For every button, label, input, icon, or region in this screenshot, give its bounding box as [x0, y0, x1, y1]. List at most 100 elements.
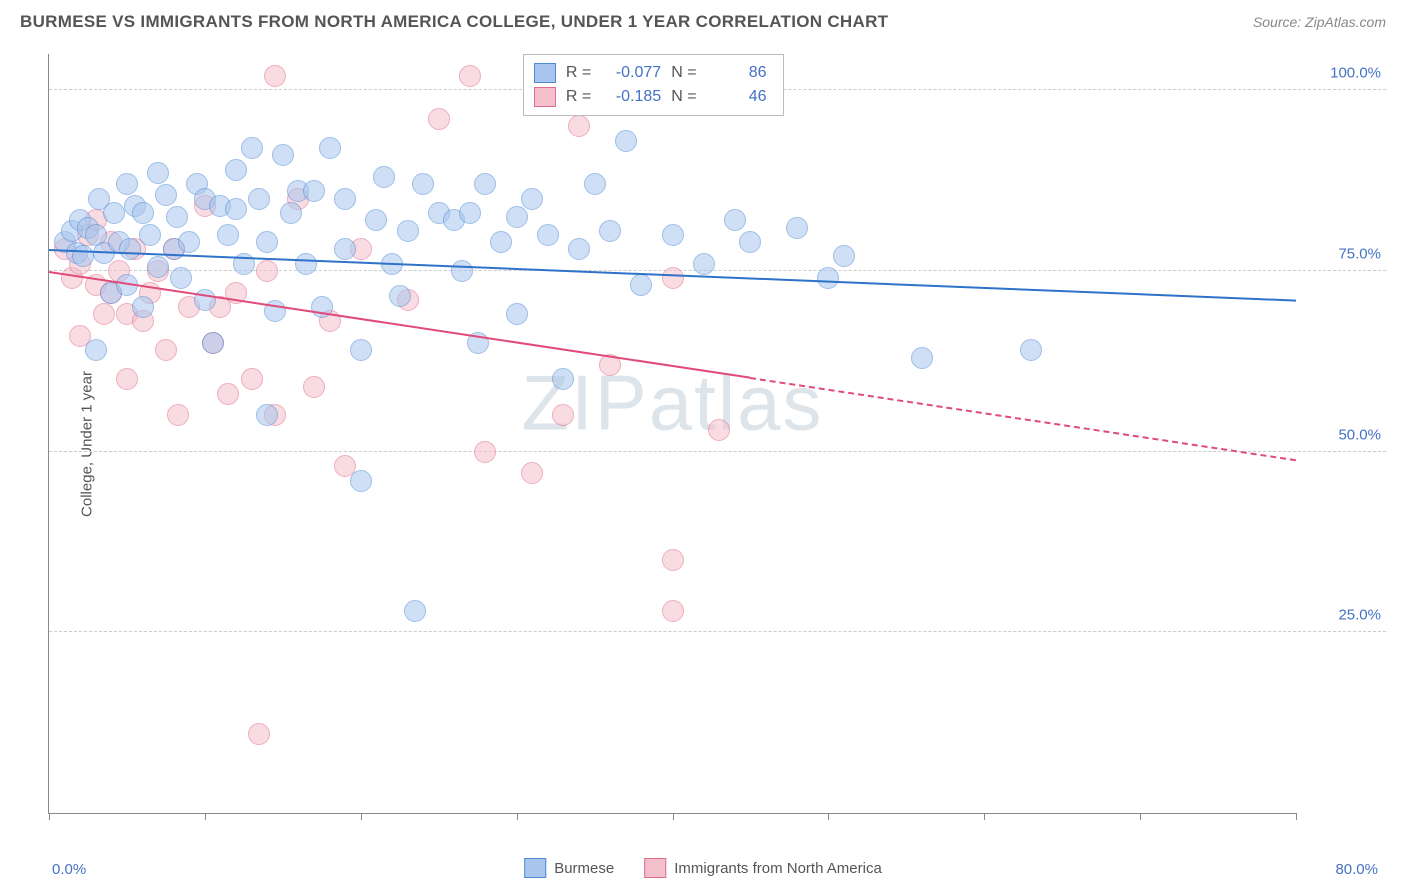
data-point — [739, 231, 761, 253]
data-point — [568, 238, 590, 260]
x-axis-max-label: 80.0% — [1335, 861, 1378, 878]
data-point — [225, 159, 247, 181]
data-point — [459, 65, 481, 87]
data-point — [474, 173, 496, 195]
data-point — [217, 383, 239, 405]
data-point — [552, 404, 574, 426]
data-point — [521, 462, 543, 484]
data-point — [264, 65, 286, 87]
data-point — [155, 339, 177, 361]
data-point — [599, 220, 621, 242]
data-point — [256, 231, 278, 253]
data-point — [350, 339, 372, 361]
stat-swatch-2 — [534, 87, 556, 107]
data-point — [724, 209, 746, 231]
y-tick-label: 50.0% — [1338, 426, 1381, 443]
data-point — [833, 245, 855, 267]
y-tick-label: 75.0% — [1338, 245, 1381, 262]
x-axis-min-label: 0.0% — [52, 861, 86, 878]
data-point — [365, 209, 387, 231]
data-point — [1020, 339, 1042, 361]
data-point — [662, 600, 684, 622]
legend-swatch-2 — [644, 858, 666, 878]
x-tick — [984, 813, 985, 820]
data-point — [506, 303, 528, 325]
legend-swatch-1 — [524, 858, 546, 878]
data-point — [194, 289, 216, 311]
bottom-legend: Burmese Immigrants from North America — [524, 858, 882, 878]
data-point — [167, 404, 189, 426]
stat-n-label: N = — [671, 64, 696, 82]
legend-item-2: Immigrants from North America — [644, 858, 882, 878]
stat-row-2: R = -0.185 N = 46 — [534, 85, 767, 109]
stat-n-value-1: 86 — [707, 64, 767, 82]
data-point — [303, 376, 325, 398]
data-point — [584, 173, 606, 195]
data-point — [334, 238, 356, 260]
data-point — [256, 404, 278, 426]
data-point — [272, 144, 294, 166]
legend-label-1: Burmese — [554, 860, 614, 877]
data-point — [217, 224, 239, 246]
data-point — [202, 332, 224, 354]
stat-n-value-2: 46 — [707, 88, 767, 106]
data-point — [389, 285, 411, 307]
data-point — [373, 166, 395, 188]
data-point — [693, 253, 715, 275]
data-point — [451, 260, 473, 282]
legend-item-1: Burmese — [524, 858, 614, 878]
data-point — [412, 173, 434, 195]
x-tick — [828, 813, 829, 820]
x-tick — [49, 813, 50, 820]
data-point — [225, 198, 247, 220]
data-point — [241, 137, 263, 159]
data-point — [280, 202, 302, 224]
gridline — [49, 631, 1386, 632]
data-point — [786, 217, 808, 239]
data-point — [248, 723, 270, 745]
gridline — [49, 451, 1386, 452]
data-point — [490, 231, 512, 253]
data-point — [303, 180, 325, 202]
data-point — [568, 115, 590, 137]
chart-container: College, Under 1 year ZIPatlas 25.0%50.0… — [48, 54, 1386, 834]
data-point — [132, 202, 154, 224]
stat-r-label: R = — [566, 88, 591, 106]
plot-area: ZIPatlas 25.0%50.0%75.0%100.0% R = -0.07… — [48, 54, 1296, 814]
data-point — [147, 162, 169, 184]
data-point — [521, 188, 543, 210]
data-point — [662, 549, 684, 571]
watermark-bold: ZIP — [521, 359, 648, 447]
x-tick — [1140, 813, 1141, 820]
legend-label-2: Immigrants from North America — [674, 860, 882, 877]
source-label: Source: ZipAtlas.com — [1253, 14, 1386, 30]
data-point — [93, 303, 115, 325]
data-point — [428, 108, 450, 130]
stat-n-label: N = — [671, 88, 696, 106]
trend-line-dashed — [750, 377, 1296, 461]
data-point — [116, 368, 138, 390]
x-tick — [673, 813, 674, 820]
data-point — [459, 202, 481, 224]
data-point — [506, 206, 528, 228]
y-tick-label: 25.0% — [1338, 607, 1381, 624]
y-tick-label: 100.0% — [1330, 65, 1381, 82]
data-point — [295, 253, 317, 275]
data-point — [404, 600, 426, 622]
data-point — [139, 224, 161, 246]
stat-row-1: R = -0.077 N = 86 — [534, 61, 767, 85]
watermark-thin: atlas — [649, 359, 824, 447]
data-point — [147, 256, 169, 278]
data-point — [708, 419, 730, 441]
data-point — [155, 184, 177, 206]
stat-swatch-1 — [534, 63, 556, 83]
data-point — [166, 206, 188, 228]
data-point — [662, 267, 684, 289]
data-point — [256, 260, 278, 282]
data-point — [630, 274, 652, 296]
x-tick — [205, 813, 206, 820]
data-point — [72, 245, 94, 267]
data-point — [662, 224, 684, 246]
x-tick — [1296, 813, 1297, 820]
data-point — [319, 137, 341, 159]
